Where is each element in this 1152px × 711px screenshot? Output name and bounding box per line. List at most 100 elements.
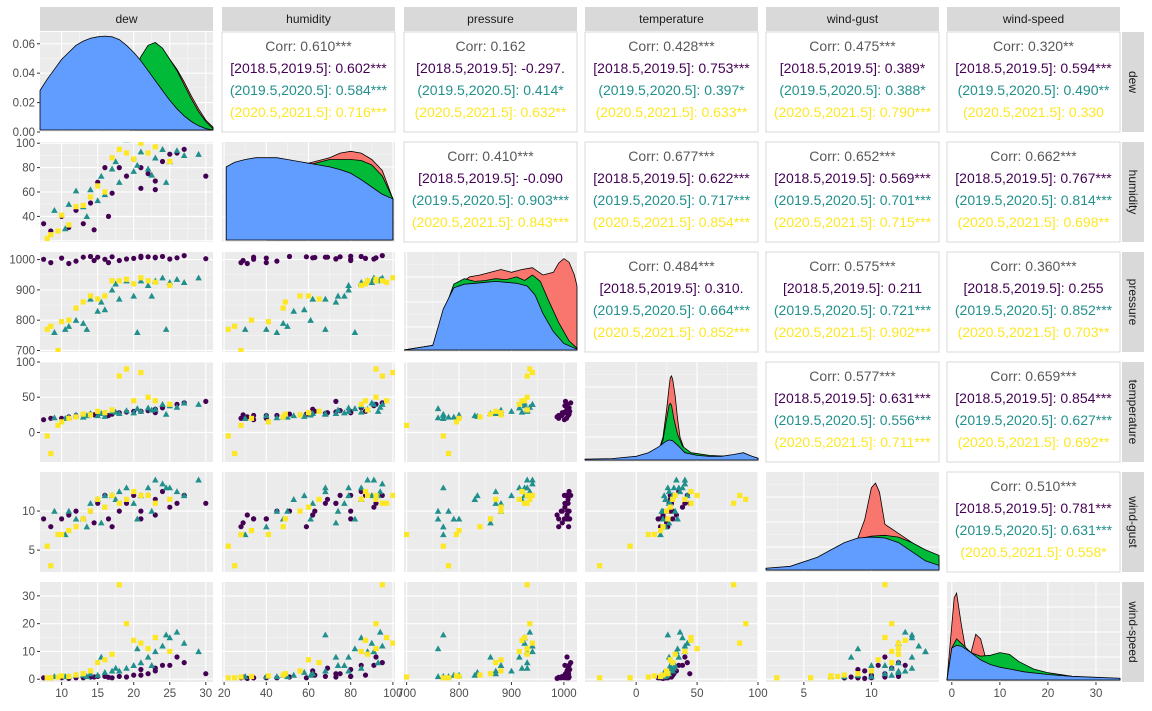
x-tick-label: 20 (127, 688, 140, 700)
point-marker (238, 524, 244, 530)
point-marker (450, 515, 458, 522)
point-marker (180, 152, 188, 159)
point-marker (87, 194, 94, 200)
correlation-text: (2020.5,2021.5]: 0.902*** (774, 324, 932, 340)
point-marker (145, 171, 151, 177)
point-marker (862, 675, 868, 682)
point-marker (453, 531, 460, 538)
density-curve (39, 35, 214, 131)
point-marker (322, 631, 329, 638)
point-marker (87, 668, 94, 674)
point-marker (862, 668, 868, 674)
point-marker (855, 671, 861, 677)
scatter-points (41, 476, 209, 569)
point-marker (627, 675, 633, 681)
strip-background (766, 7, 939, 31)
point-marker (97, 519, 105, 526)
point-marker (123, 407, 130, 414)
point-marker (743, 496, 749, 502)
point-marker (565, 508, 571, 514)
point-marker (131, 398, 137, 404)
x-tick-label: 50 (691, 688, 704, 700)
point-marker (882, 582, 888, 588)
y-axis: 0 50 100 (16, 357, 40, 439)
point-marker (390, 369, 395, 376)
correlation-text: (2019.5,2020.5]: 0.721*** (774, 302, 932, 318)
panel (222, 582, 395, 682)
point-marker (131, 672, 137, 678)
point-marker (148, 292, 156, 299)
row-strip: pressure (1122, 252, 1144, 352)
point-marker (181, 660, 187, 666)
point-marker (94, 197, 101, 204)
point-marker (681, 476, 689, 483)
point-marker (316, 296, 322, 302)
point-marker (138, 369, 144, 376)
point-marker (901, 628, 909, 635)
strip-label: wind-speed (1126, 600, 1140, 662)
point-marker (240, 520, 246, 526)
point-marker (324, 496, 331, 502)
point-marker (379, 660, 385, 666)
point-marker (527, 621, 533, 627)
correlation-text: (2019.5,2020.5]: 0.490** (958, 82, 1110, 98)
point-marker (493, 408, 499, 414)
correlation-text: [2018.5,2019.5]: 0.602*** (230, 60, 387, 76)
point-marker (41, 417, 47, 423)
point-marker (59, 419, 65, 425)
correlation-text: (2020.5,2021.5]: 0.790*** (774, 104, 932, 120)
point-marker (66, 673, 72, 680)
point-marker (123, 500, 130, 506)
point-marker (684, 660, 690, 666)
point-marker (80, 254, 86, 260)
point-marker (87, 412, 94, 418)
correlation-panel-background (584, 251, 759, 353)
panel (222, 142, 395, 242)
point-marker (108, 286, 116, 293)
correlation-text: (2019.5,2020.5]: 0.556*** (774, 412, 932, 428)
x-tick-label: 5 (801, 688, 807, 700)
point-marker (316, 659, 322, 666)
point-marker (566, 524, 572, 530)
point-marker (95, 183, 101, 189)
point-marker (138, 508, 144, 514)
point-marker (908, 653, 916, 660)
point-marker (868, 673, 875, 680)
point-marker (889, 621, 895, 627)
point-marker (108, 667, 116, 674)
x-tick-label: 20 (218, 688, 231, 700)
point-marker (665, 671, 671, 677)
point-marker (203, 173, 209, 179)
point-marker (282, 516, 288, 522)
panel: Corr: 0.320** [2018.5,2019.5]: 0.594*** (2… (946, 31, 1121, 133)
point-marker (672, 492, 678, 499)
point-marker (48, 563, 54, 569)
point-marker (456, 415, 462, 421)
panel (222, 252, 395, 352)
point-marker (524, 651, 530, 657)
panel (946, 582, 1121, 682)
point-marker (345, 653, 352, 660)
point-marker (487, 516, 494, 522)
point-marker (487, 411, 494, 417)
point-marker (105, 516, 112, 522)
point-marker (48, 524, 54, 530)
point-marker (44, 326, 50, 332)
point-marker (51, 414, 58, 421)
point-marker (251, 516, 257, 522)
point-marker (131, 156, 137, 162)
point-marker (87, 508, 94, 514)
y-tick-label: 0.06 (13, 39, 35, 51)
point-marker (195, 400, 202, 407)
point-marker (115, 667, 123, 674)
x-tick-label: 30 (199, 688, 212, 700)
x-tick-label: 25 (163, 688, 176, 700)
point-marker (152, 187, 158, 193)
point-marker (159, 158, 166, 165)
point-marker (597, 563, 603, 569)
row-strip: humidity (1122, 142, 1144, 242)
x-tick-label: 900 (502, 688, 521, 700)
point-marker (167, 662, 173, 668)
point-marker (290, 496, 298, 502)
y-axis: 5 10 (22, 506, 40, 557)
